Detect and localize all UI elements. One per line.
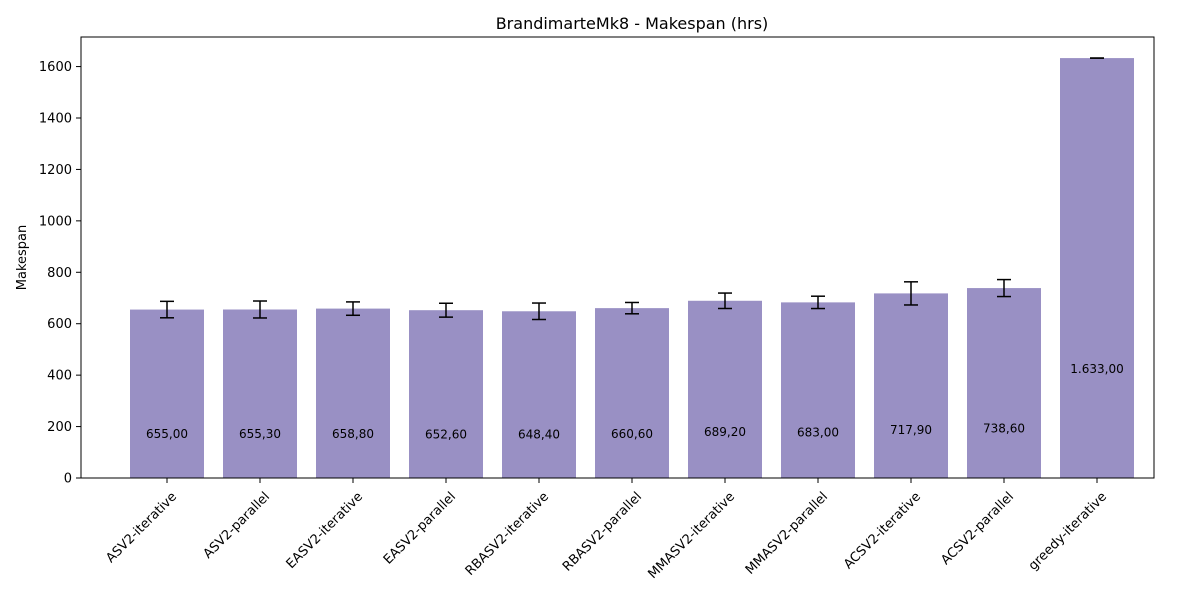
bar-RBASV2-parallel <box>595 308 669 478</box>
data-label-ACSV2-parallel: 738,60 <box>983 422 1025 436</box>
x-axis: ASV2-iterative ASV2-parallel EASV2-iterati… <box>103 478 1110 582</box>
error-bar-ACSV2-iterative <box>904 281 918 306</box>
x-tick-label-EASV2-iterative: EASV2-iterative <box>284 489 366 571</box>
y-tick-label-600: 600 <box>47 317 72 332</box>
data-label-ASV2-iterative: 655,00 <box>146 427 188 441</box>
y-tick-label-1000: 1000 <box>39 214 72 229</box>
y-axis: 0 200 400 600 800 1000 1200 1400 1600 <box>39 60 81 487</box>
x-tick-label-RBASV2-iterative: RBASV2-iterative <box>463 489 552 578</box>
error-bar-EASV2-parallel <box>439 302 453 318</box>
bar-ACSV2-iterative <box>874 293 948 478</box>
bar-ASV2-parallel <box>223 309 297 478</box>
bar-RBASV2-iterative <box>502 311 576 478</box>
error-bar-EASV2-iterative <box>346 301 360 317</box>
data-label-EASV2-iterative: 658,80 <box>332 427 374 441</box>
error-bar-ASV2-iterative <box>160 300 174 319</box>
bar-MMASV2-parallel <box>781 302 855 478</box>
data-label-RBASV2-parallel: 660,60 <box>611 427 653 441</box>
error-bar-MMASV2-parallel <box>811 295 825 310</box>
bar-greedy-iterative <box>1060 58 1134 478</box>
y-tick-label-0: 0 <box>64 472 72 487</box>
y-tick-label-800: 800 <box>47 266 72 281</box>
bar-ASV2-iterative <box>130 309 204 478</box>
chart-title: BrandimarteMk8 - Makespan (hrs) <box>496 14 769 33</box>
data-label-greedy-iterative: 1.633,00 <box>1070 362 1123 376</box>
y-tick-label-200: 200 <box>47 420 72 435</box>
bar-MMASV2-iterative <box>688 300 762 478</box>
data-label-ASV2-parallel: 655,30 <box>239 427 281 441</box>
x-tick-label-MMASV2-parallel: MMASV2-parallel <box>743 489 831 577</box>
bars-layer <box>130 58 1134 478</box>
x-tick-label-greedy-iterative: greedy-iterative <box>1026 489 1110 573</box>
data-label-MMASV2-parallel: 683,00 <box>797 425 839 439</box>
error-bar-RBASV2-parallel <box>625 301 639 315</box>
error-bar-MMASV2-iterative <box>718 292 732 310</box>
error-bars-layer <box>160 57 1104 321</box>
data-label-MMASV2-iterative: 689,20 <box>704 425 746 439</box>
y-tick-label-1200: 1200 <box>39 163 72 178</box>
error-bar-RBASV2-iterative <box>532 302 546 321</box>
x-tick-label-ASV2-iterative: ASV2-iterative <box>103 489 180 566</box>
y-tick-label-1600: 1600 <box>39 60 72 75</box>
data-label-RBASV2-iterative: 648,40 <box>518 428 560 442</box>
y-tick-label-400: 400 <box>47 369 72 384</box>
error-bar-ACSV2-parallel <box>997 278 1011 298</box>
x-tick-label-RBASV2-parallel: RBASV2-parallel <box>560 489 645 574</box>
data-label-ACSV2-iterative: 717,90 <box>890 423 932 437</box>
y-tick-label-1400: 1400 <box>39 112 72 127</box>
error-bar-ASV2-parallel <box>253 300 267 319</box>
bar-EASV2-iterative <box>316 308 390 478</box>
x-tick-label-MMASV2-iterative: MMASV2-iterative <box>646 489 739 582</box>
x-tick-label-EASV2-parallel: EASV2-parallel <box>381 489 459 567</box>
x-tick-label-ASV2-parallel: ASV2-parallel <box>201 489 273 561</box>
bar-EASV2-parallel <box>409 310 483 478</box>
data-label-EASV2-parallel: 652,60 <box>425 427 467 441</box>
plot-frame <box>80 36 1155 479</box>
x-tick-label-ACSV2-parallel: ACSV2-parallel <box>938 489 1017 568</box>
bar-ACSV2-parallel <box>967 288 1041 478</box>
data-labels-layer: 655,00 655,30 658,80 652,60 648,40 660,60 689,… <box>146 362 1124 442</box>
x-tick-label-ACSV2-iterative: ACSV2-iterative <box>841 489 924 572</box>
y-axis-label: Makespan <box>15 225 30 290</box>
